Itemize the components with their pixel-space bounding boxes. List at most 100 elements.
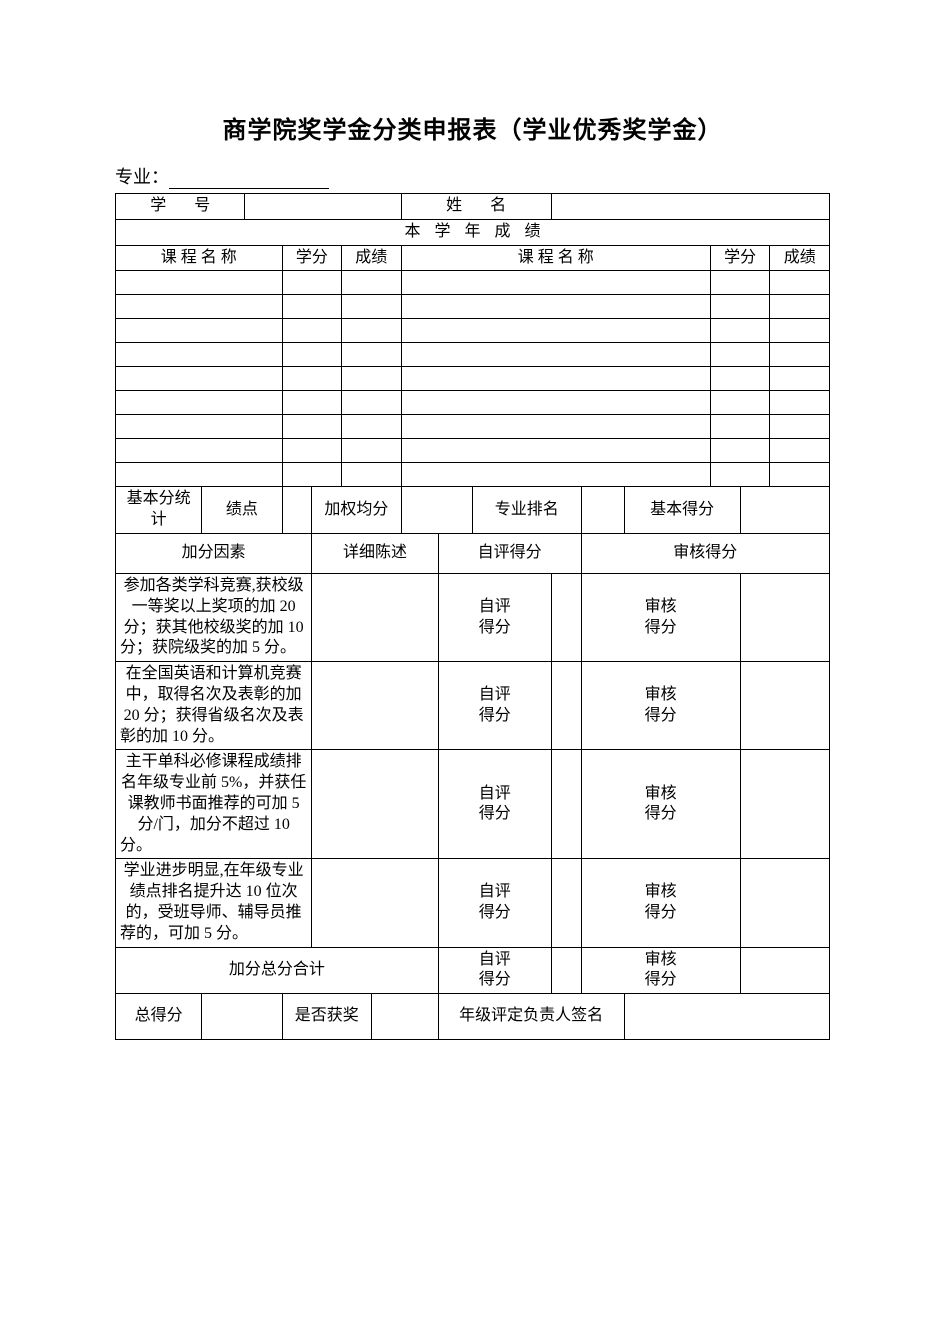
credit-input[interactable] <box>282 367 341 391</box>
input-major-rank[interactable] <box>581 487 624 534</box>
course-name-input[interactable] <box>401 415 710 439</box>
grade-input[interactable] <box>770 271 830 295</box>
text: 得分 <box>645 805 677 822</box>
row-id-name: 学号 姓名 <box>116 194 830 220</box>
input-name[interactable] <box>551 194 829 220</box>
input-gpa[interactable] <box>282 487 312 534</box>
grade-input[interactable] <box>770 415 830 439</box>
grade-input[interactable] <box>342 271 401 295</box>
grade-input[interactable] <box>770 295 830 319</box>
label-grade-right: 成绩 <box>770 245 830 271</box>
credit-input[interactable] <box>282 463 341 487</box>
credit-input[interactable] <box>282 415 341 439</box>
credit-input[interactable] <box>710 463 769 487</box>
text: 自评 <box>479 686 511 703</box>
credit-input[interactable] <box>710 271 769 295</box>
course-name-input[interactable] <box>401 319 710 343</box>
credit-input[interactable] <box>282 391 341 415</box>
text: 审核 <box>645 785 677 802</box>
course-name-input[interactable] <box>401 295 710 319</box>
course-name-input[interactable] <box>116 391 283 415</box>
bonus-row: 参加各类学科竞赛,获校级一等奖以上奖项的加 20 分；获其他校级奖的加 10 分… <box>116 573 830 661</box>
bonus-row: 学业进步明显,在年级专业绩点排名提升达 10 位次的，受班导师、辅导员推荐的，可… <box>116 859 830 947</box>
course-row <box>116 271 830 295</box>
credit-input[interactable] <box>710 439 769 463</box>
credit-input[interactable] <box>710 343 769 367</box>
text: 审核 <box>645 686 677 703</box>
bonus-desc: 主干单科必修课程成绩排名年级专业前 5%，并获任课教师书面推荐的可加 5 分/门… <box>116 750 312 859</box>
input-weighted-avg[interactable] <box>401 487 472 534</box>
input-signer[interactable] <box>624 994 829 1040</box>
course-name-input[interactable] <box>116 343 283 367</box>
course-name-input[interactable] <box>401 271 710 295</box>
credit-input[interactable] <box>282 343 341 367</box>
grade-input[interactable] <box>770 319 830 343</box>
course-name-input[interactable] <box>116 271 283 295</box>
credit-input[interactable] <box>282 319 341 343</box>
credit-input[interactable] <box>710 391 769 415</box>
review-score-input[interactable] <box>740 750 829 859</box>
course-name-input[interactable] <box>116 439 283 463</box>
text: 自评 <box>479 883 511 900</box>
review-score-input[interactable] <box>740 662 829 750</box>
course-row <box>116 463 830 487</box>
grade-input[interactable] <box>342 343 401 367</box>
row-bonus-header: 加分因素 详细陈述 自评得分 审核得分 <box>116 533 830 573</box>
credit-input[interactable] <box>282 271 341 295</box>
grade-input[interactable] <box>342 319 401 343</box>
bonus-detail-input[interactable] <box>312 662 438 750</box>
bonus-detail-input[interactable] <box>312 859 438 947</box>
credit-input[interactable] <box>710 295 769 319</box>
grade-input[interactable] <box>342 367 401 391</box>
grade-input[interactable] <box>770 463 830 487</box>
grade-input[interactable] <box>770 391 830 415</box>
input-total-score[interactable] <box>202 994 282 1040</box>
course-name-input[interactable] <box>116 463 283 487</box>
text: 得分 <box>479 619 511 636</box>
input-award-or-not[interactable] <box>371 994 438 1040</box>
major-label: 专业： <box>115 167 169 187</box>
grade-input[interactable] <box>770 367 830 391</box>
bonus-row: 在全国英语和计算机竞赛中，取得名次及表彰的加 20 分；获得省级名次及表彰的加 … <box>116 662 830 750</box>
course-name-input[interactable] <box>401 343 710 367</box>
row-bonus-total: 加分总分合计 自评得分 审核得分 <box>116 947 830 994</box>
grade-input[interactable] <box>342 295 401 319</box>
input-student-id[interactable] <box>245 194 401 220</box>
self-score-input[interactable] <box>551 859 581 947</box>
text: 自评 <box>479 785 511 802</box>
course-name-input[interactable] <box>116 367 283 391</box>
review-score-input[interactable] <box>740 573 829 661</box>
grade-input[interactable] <box>770 439 830 463</box>
row-basic-stats: 基本分统计 绩点 加权均分 专业排名 基本得分 <box>116 487 830 534</box>
grade-input[interactable] <box>770 343 830 367</box>
credit-input[interactable] <box>282 439 341 463</box>
major-line: 专业： <box>115 163 830 189</box>
grade-input[interactable] <box>342 415 401 439</box>
credit-input[interactable] <box>282 295 341 319</box>
bonus-detail-input[interactable] <box>312 573 438 661</box>
credit-input[interactable] <box>710 319 769 343</box>
grade-input[interactable] <box>342 463 401 487</box>
course-name-input[interactable] <box>401 367 710 391</box>
major-input-line[interactable] <box>169 171 329 189</box>
page-container: 商学院奖学金分类申报表（学业优秀奖学金） 专业： 学号 姓名 本学年成绩 课 程… <box>0 0 945 1337</box>
course-name-input[interactable] <box>116 415 283 439</box>
input-base-score[interactable] <box>740 487 829 534</box>
self-score-input[interactable] <box>551 573 581 661</box>
credit-input[interactable] <box>710 367 769 391</box>
course-name-input[interactable] <box>401 439 710 463</box>
bonus-detail-input[interactable] <box>312 750 438 859</box>
course-name-input[interactable] <box>401 391 710 415</box>
review-score-input[interactable] <box>740 859 829 947</box>
self-score-input[interactable] <box>551 662 581 750</box>
course-name-input[interactable] <box>116 319 283 343</box>
course-name-input[interactable] <box>116 295 283 319</box>
grade-input[interactable] <box>342 391 401 415</box>
text: 审核 <box>645 598 677 615</box>
credit-input[interactable] <box>710 415 769 439</box>
review-total-input[interactable] <box>740 947 829 994</box>
self-total-input[interactable] <box>551 947 581 994</box>
course-name-input[interactable] <box>401 463 710 487</box>
grade-input[interactable] <box>342 439 401 463</box>
self-score-input[interactable] <box>551 750 581 859</box>
